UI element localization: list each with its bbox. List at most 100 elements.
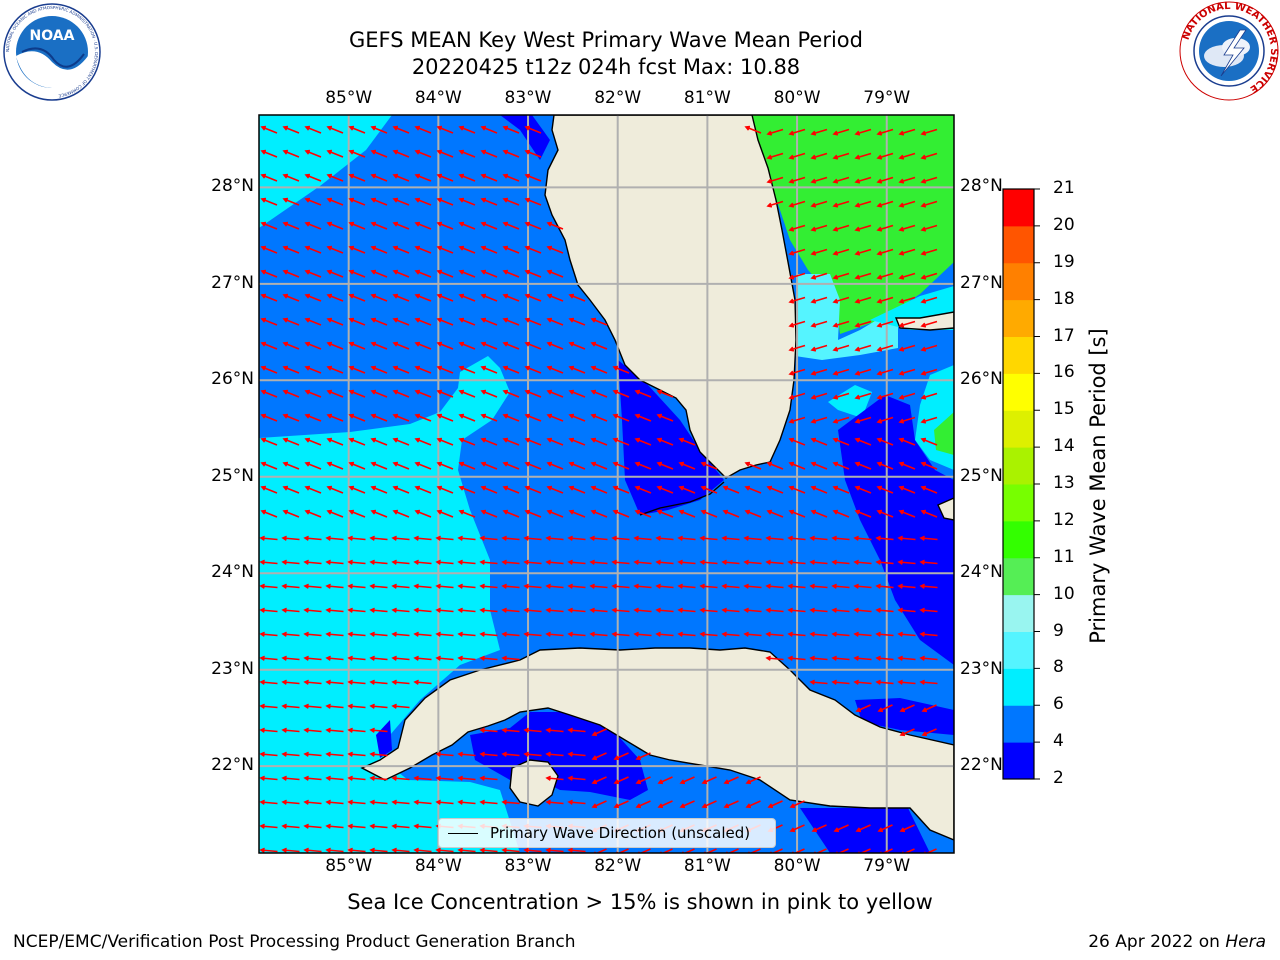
- wave-direction-arrow: [545, 727, 564, 733]
- colorbar-segment: [1003, 520, 1034, 559]
- wave-direction-arrow: [369, 631, 388, 637]
- lon-label-top: 80°W: [773, 88, 821, 108]
- colorbar-tick-label: 2: [1053, 768, 1064, 788]
- wave-direction-arrow: [898, 437, 916, 446]
- wave-direction-arrow: [897, 679, 916, 685]
- wave-direction-arrow: [281, 583, 300, 589]
- wave-direction-arrow: [876, 392, 894, 400]
- wave-direction-arrow: [831, 535, 850, 541]
- wave-direction-arrow: [282, 365, 300, 374]
- wave-direction-arrow: [413, 631, 432, 637]
- wave-direction-arrow: [919, 607, 938, 613]
- wave-direction-arrow: [303, 751, 322, 757]
- wave-direction-arrow: [788, 296, 806, 304]
- wave-direction-arrow: [304, 509, 322, 518]
- wave-direction-arrow: [348, 485, 366, 494]
- wave-direction-arrow: [898, 509, 916, 518]
- wave-direction-arrow: [458, 461, 476, 470]
- wave-direction-arrow: [392, 149, 410, 158]
- wave-direction-arrow: [832, 152, 850, 160]
- wave-direction-arrow: [523, 559, 542, 565]
- wave-direction-arrow: [920, 509, 938, 518]
- wave-direction-arrow: [524, 437, 542, 446]
- wave-direction-arrow: [876, 437, 894, 446]
- wave-direction-arrow: [259, 607, 278, 613]
- wave-direction-arrow: [876, 176, 894, 184]
- wave-direction-arrow: [436, 197, 454, 206]
- wave-direction-arrow: [479, 751, 498, 757]
- wave-direction-arrow: [919, 583, 938, 589]
- wave-direction-arrow: [347, 583, 366, 589]
- wave-direction-arrow: [414, 365, 432, 374]
- wave-direction-arrow: [833, 824, 849, 833]
- wave-direction-arrow: [370, 509, 388, 518]
- wave-direction-arrow: [413, 823, 432, 829]
- wave-direction-arrow: [899, 728, 915, 737]
- wave-direction-arrow: [501, 751, 520, 757]
- wave-direction-arrow: [788, 176, 806, 184]
- lon-label-bottom: 82°W: [594, 856, 642, 876]
- lat-label-left: 22°N: [211, 755, 254, 776]
- wave-direction-arrow: [744, 485, 762, 494]
- wave-direction-arrow: [611, 607, 630, 613]
- wave-direction-arrow: [523, 583, 542, 589]
- wave-direction-arrow: [920, 224, 938, 232]
- wave-direction-arrow: [502, 269, 520, 278]
- wave-direction-arrow: [502, 461, 520, 470]
- wave-direction-arrow: [347, 799, 366, 805]
- wave-direction-arrow: [370, 389, 388, 398]
- wave-direction-arrow: [876, 152, 894, 160]
- wave-direction-arrow: [303, 823, 322, 829]
- wave-direction-arrow: [457, 535, 476, 541]
- wave-direction-arrow: [613, 776, 629, 785]
- lat-label-right: 23°N: [960, 658, 1003, 679]
- wave-direction-arrow: [831, 583, 850, 589]
- wave-direction-arrow: [920, 392, 938, 400]
- wave-direction-arrow: [677, 559, 696, 565]
- wave-direction-arrow: [391, 535, 410, 541]
- wave-direction-arrow: [436, 437, 454, 446]
- wave-direction-arrow: [325, 751, 344, 757]
- wave-direction-arrow: [788, 320, 806, 328]
- wave-direction-arrow: [919, 679, 938, 685]
- wave-direction-arrow: [568, 437, 586, 446]
- colorbar-segment: [1003, 410, 1034, 448]
- wave-direction-arrow: [876, 368, 894, 376]
- wave-direction-arrow: [281, 607, 300, 613]
- wave-direction-arrow: [413, 655, 432, 661]
- wave-direction-arrow: [921, 704, 937, 713]
- footer-date: 26 Apr 2022 on Hera: [1088, 932, 1266, 952]
- wave-direction-arrow: [523, 535, 542, 541]
- wave-direction-arrow: [787, 535, 806, 541]
- wave-direction-arrow: [898, 320, 916, 328]
- wave-direction-arrow: [414, 197, 432, 206]
- wave-direction-arrow: [633, 631, 652, 637]
- wave-direction-arrow: [502, 509, 520, 518]
- wave-direction-arrow: [303, 535, 322, 541]
- period-field-10-11s-bahamas: [934, 412, 954, 455]
- colorbar-tick-label: 11: [1053, 546, 1075, 567]
- wave-direction-arrow: [501, 799, 520, 805]
- wave-direction-arrow: [524, 341, 542, 350]
- wave-direction-arrow: [701, 800, 717, 809]
- wave-direction-arrow: [701, 776, 717, 785]
- wave-direction-arrow: [480, 485, 498, 494]
- wave-direction-arrow: [370, 173, 388, 182]
- wave-direction-arrow: [919, 535, 938, 541]
- wave-direction-arrow: [788, 224, 806, 232]
- wave-direction-arrow: [282, 485, 300, 494]
- wave-direction-arrow: [765, 655, 784, 661]
- period-field-2-4s-west-cuba: [376, 720, 392, 758]
- wave-direction-arrow: [391, 679, 410, 685]
- wave-direction-arrow: [809, 631, 828, 637]
- wave-direction-arrow: [590, 365, 608, 374]
- wave-direction-arrow: [392, 317, 410, 326]
- wave-direction-arrow: [391, 607, 410, 613]
- chart-title: GEFS MEAN Key West Primary Wave Mean Per…: [349, 28, 863, 52]
- wave-direction-arrow: [259, 823, 278, 829]
- wave-direction-arrow: [898, 272, 916, 280]
- wave-direction-arrow: [480, 149, 498, 158]
- wave-direction-arrow: [854, 176, 872, 184]
- wave-direction-arrow: [634, 389, 652, 398]
- wave-direction-arrow: [414, 461, 432, 470]
